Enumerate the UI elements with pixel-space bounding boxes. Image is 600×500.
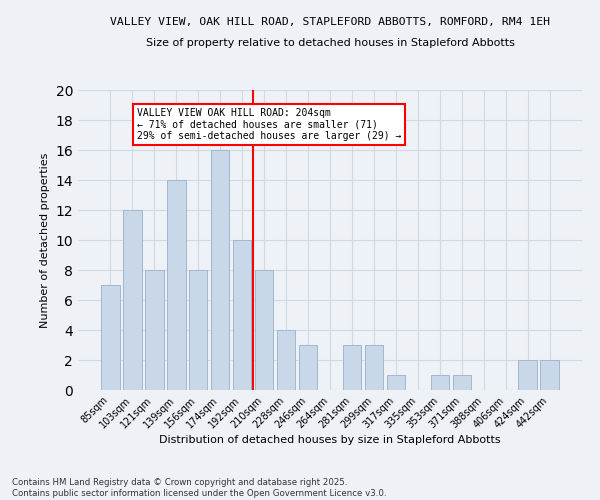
- X-axis label: Distribution of detached houses by size in Stapleford Abbotts: Distribution of detached houses by size …: [159, 436, 501, 446]
- Bar: [299, 345, 317, 390]
- Bar: [431, 375, 449, 390]
- Bar: [167, 180, 185, 390]
- Bar: [101, 285, 119, 390]
- Bar: [233, 240, 251, 390]
- Bar: [343, 345, 361, 390]
- Bar: [365, 345, 383, 390]
- Bar: [277, 330, 295, 390]
- Y-axis label: Number of detached properties: Number of detached properties: [40, 152, 50, 328]
- Bar: [255, 270, 274, 390]
- Text: Contains HM Land Registry data © Crown copyright and database right 2025.
Contai: Contains HM Land Registry data © Crown c…: [12, 478, 386, 498]
- Bar: [386, 375, 405, 390]
- Bar: [189, 270, 208, 390]
- Bar: [145, 270, 164, 390]
- Text: VALLEY VIEW, OAK HILL ROAD, STAPLEFORD ABBOTTS, ROMFORD, RM4 1EH: VALLEY VIEW, OAK HILL ROAD, STAPLEFORD A…: [110, 18, 550, 28]
- Bar: [518, 360, 537, 390]
- Bar: [211, 150, 229, 390]
- Text: Size of property relative to detached houses in Stapleford Abbotts: Size of property relative to detached ho…: [146, 38, 514, 48]
- Text: VALLEY VIEW OAK HILL ROAD: 204sqm
← 71% of detached houses are smaller (71)
29% : VALLEY VIEW OAK HILL ROAD: 204sqm ← 71% …: [137, 108, 401, 141]
- Bar: [123, 210, 142, 390]
- Bar: [452, 375, 471, 390]
- Bar: [541, 360, 559, 390]
